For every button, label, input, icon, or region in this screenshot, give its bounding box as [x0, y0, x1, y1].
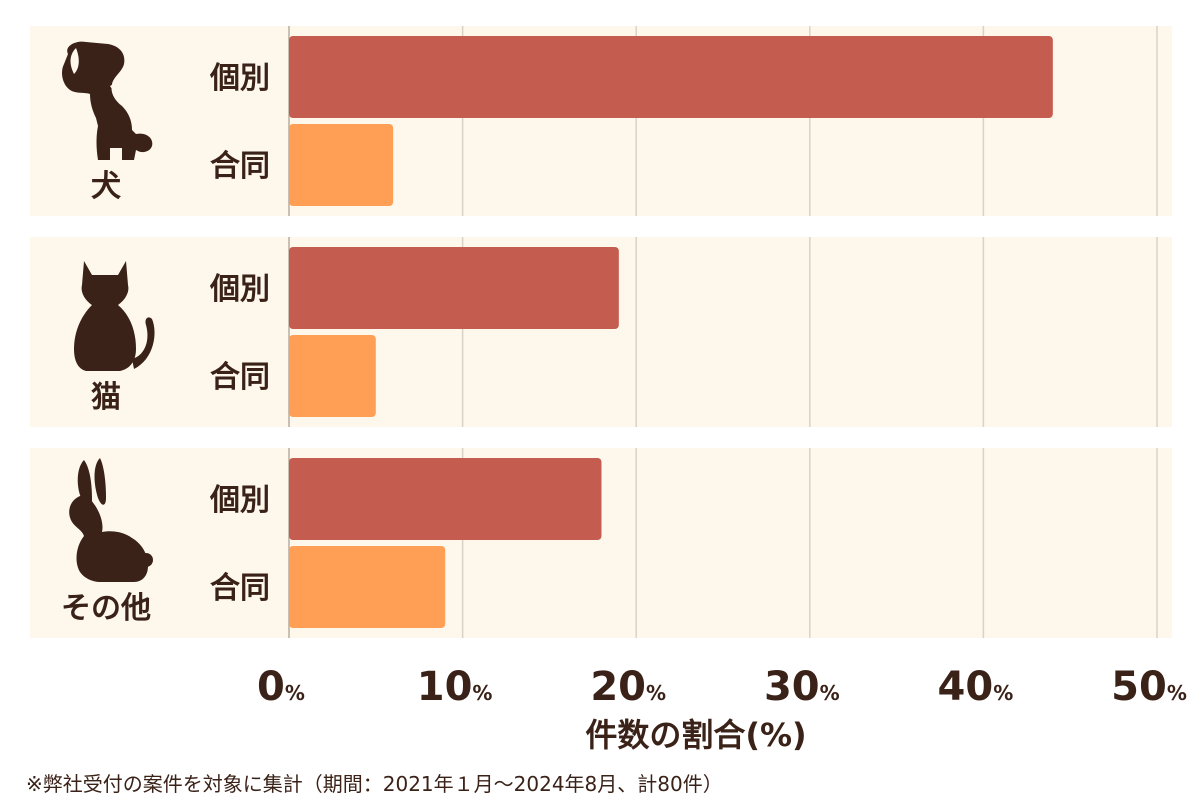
bar-1-2 — [289, 124, 394, 206]
series-label-1-2: 合同 — [210, 149, 270, 184]
footnote: ※弊社受付の案件を対象に集計（期間：2021年１月～2024年8月、計80件） — [26, 772, 723, 796]
bar-1-1 — [289, 36, 1053, 118]
x-tick-label-30: 30% — [764, 664, 840, 710]
category-label-1: 犬 — [91, 169, 121, 204]
series-label-1-1: 個別 — [209, 61, 270, 96]
bar-3-1 — [289, 458, 602, 540]
bar-3-2 — [289, 546, 446, 628]
series-label-2-1: 個別 — [209, 272, 270, 307]
x-tick-label-10: 10% — [417, 664, 493, 710]
series-label-3-2: 合同 — [210, 571, 270, 606]
x-tick-label-0: 0% — [257, 664, 305, 710]
x-tick-label-20: 20% — [590, 664, 666, 710]
x-tick-label-50: 50% — [1111, 664, 1187, 710]
series-label-3-1: 個別 — [209, 483, 270, 518]
category-label-2: 猫 — [91, 380, 121, 415]
bar-2-2 — [289, 335, 376, 417]
x-tick-label-40: 40% — [938, 664, 1014, 710]
bar-2-1 — [289, 247, 619, 329]
category-label-3: その他 — [61, 591, 151, 626]
series-label-2-2: 合同 — [210, 360, 270, 395]
x-axis-title: 件数の割合(%) — [585, 716, 806, 754]
